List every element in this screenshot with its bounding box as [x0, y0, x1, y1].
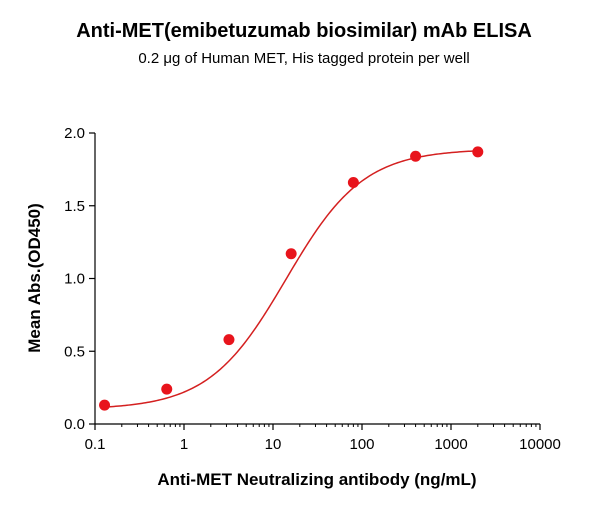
y-axis-title: Mean Abs.(OD450)	[25, 203, 44, 353]
y-tick-label: 0.5	[64, 343, 85, 360]
x-tick-label: 0.1	[85, 436, 106, 453]
x-tick-label: 1000	[434, 436, 467, 453]
data-point	[472, 146, 484, 158]
chart-subtitle: 0.2 μg of Human MET, His tagged protein …	[138, 50, 470, 67]
data-point	[99, 399, 111, 411]
x-tick-label: 10	[265, 436, 282, 453]
data-point	[223, 334, 235, 346]
data-point	[161, 383, 173, 395]
y-tick-label: 2.0	[64, 125, 85, 142]
x-tick-label: 100	[349, 436, 374, 453]
x-tick-label: 10000	[519, 436, 561, 453]
x-axis-title: Anti-MET Neutralizing antibody (ng/mL)	[157, 470, 476, 489]
axes: 0.0 0.5 1.0 1.5 2.0 0.1 1 10 100 1000 10000	[64, 125, 561, 453]
data-point	[410, 150, 422, 162]
fit-curve	[104, 150, 478, 408]
data-point	[347, 176, 359, 188]
y-tick-label: 1.0	[64, 271, 85, 288]
data-points-layer	[99, 146, 484, 411]
x-tick-label: 1	[180, 436, 188, 453]
data-point	[285, 248, 297, 260]
fit-curve-layer	[104, 150, 478, 408]
y-tick-label: 1.5	[64, 198, 85, 215]
chart-title: Anti-MET(emibetuzumab biosimilar) mAb EL…	[76, 20, 532, 42]
y-tick-label: 0.0	[64, 416, 85, 433]
